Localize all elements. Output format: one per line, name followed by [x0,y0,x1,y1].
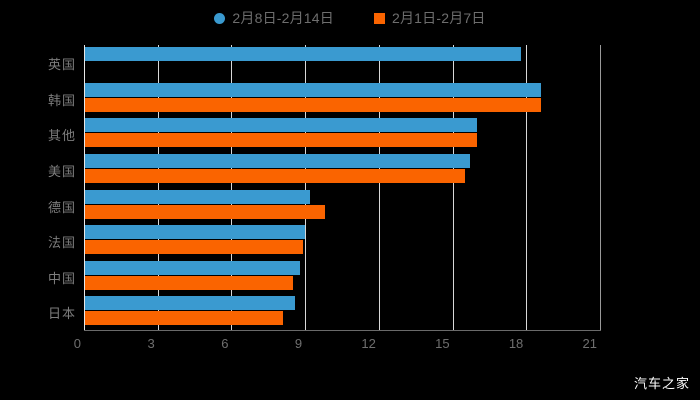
bar-blue[interactable] [84,153,470,168]
watermark-label: 汽车之家 [633,376,690,391]
bar-orange[interactable] [84,168,465,183]
x-tick-0: 0 [73,336,81,351]
gridline-12 [378,45,380,330]
bar-group [84,82,600,112]
square-marker-icon [373,12,385,24]
bar-blue[interactable] [84,296,296,311]
bar-blue[interactable] [84,82,542,97]
bar-blue[interactable] [84,118,478,133]
y-axis-label-5: 法国 [47,235,76,251]
bar-group [84,47,600,76]
bar-group [84,225,600,255]
x-tick-15: 15 [435,336,450,351]
gridline-6 [231,45,233,330]
bar-group [84,153,600,183]
x-tick-3: 3 [147,336,155,351]
y-axis-label-4: 德国 [47,199,76,215]
y-axis-category-labels: 英国韩国其他美国德国法国中国日本 [0,45,76,330]
circle-marker-icon [214,12,226,24]
y-axis-line [84,45,85,330]
y-axis-label-3: 美国 [47,163,76,179]
bar-orange[interactable] [84,275,293,290]
bar-orange[interactable] [84,204,325,219]
gridline-18 [526,45,528,330]
bar-blue[interactable] [84,47,522,61]
bar-orange[interactable] [84,240,303,255]
y-axis-label-1: 韩国 [47,92,76,108]
legend-item-series-2[interactable]: 2月1日-2月7日 [373,8,486,28]
bar-blue[interactable] [84,189,311,204]
bar-group [84,296,600,326]
chart-legend: 2月8日-2月14日 2月1日-2月7日 [0,6,700,30]
legend-label-series-2: 2月1日-2月7日 [391,10,486,26]
bar-orange[interactable] [84,311,284,326]
bar-orange[interactable] [84,97,542,112]
gridline-9 [305,45,307,330]
bar-group [84,189,600,219]
x-tick-9: 9 [294,336,303,351]
x-axis-tick-labels: 0 3 6 9 12 15 18 21 [74,336,601,354]
y-axis-label-0: 英国 [47,57,76,72]
x-axis-line [84,330,601,331]
x-tick-6: 6 [221,336,229,351]
y-axis-label-2: 其他 [47,128,76,144]
gridline-3 [157,45,159,330]
gridline-15 [452,45,454,330]
legend-item-series-1[interactable]: 2月8日-2月14日 [214,8,334,28]
x-tick-12: 12 [361,336,376,351]
y-axis-label-6: 中国 [47,270,76,286]
x-tick-18: 18 [508,336,524,351]
plot-area [84,45,601,330]
y-axis-label-7: 日本 [47,306,76,322]
bar-orange[interactable] [84,133,478,148]
bar-group [84,260,600,290]
legend-label-series-1: 2月8日-2月14日 [232,10,334,26]
bar-blue[interactable] [84,225,306,240]
x-tick-21: 21 [582,336,597,351]
bar-blue[interactable] [84,260,301,275]
bar-group [84,118,600,148]
gridline-21 [600,45,601,330]
